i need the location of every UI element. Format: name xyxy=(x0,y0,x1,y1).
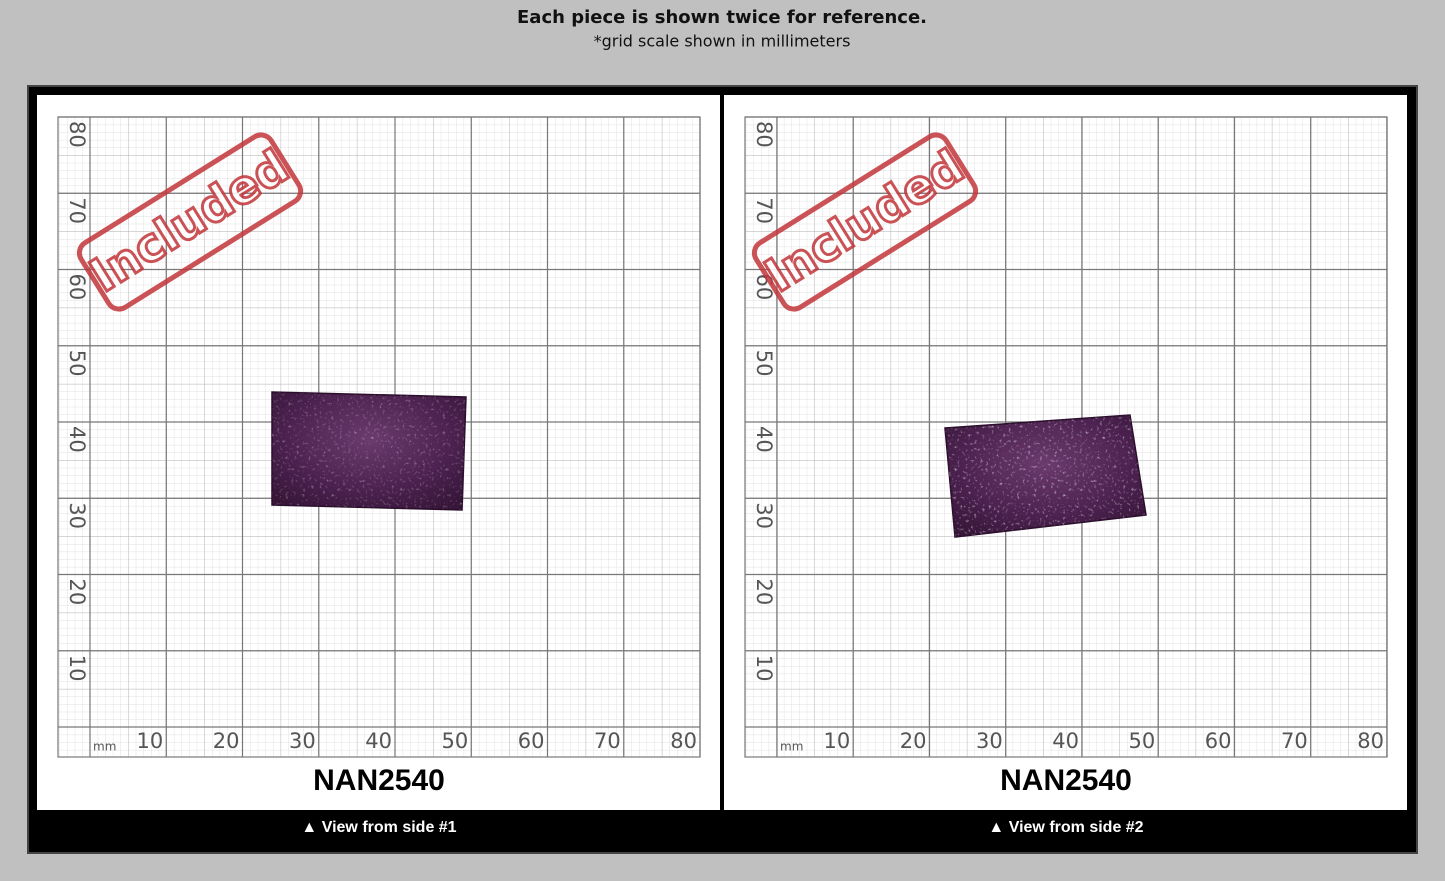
unit-label: mm xyxy=(780,740,803,754)
caption: ▲ View from side #1 xyxy=(301,819,456,836)
y-label: 80 xyxy=(65,121,89,148)
stone-speckle xyxy=(272,392,466,510)
y-label: 80 xyxy=(752,121,776,148)
stone-speckle xyxy=(945,415,1146,537)
y-label: 20 xyxy=(65,579,89,606)
y-label: 30 xyxy=(752,502,776,529)
y-label: 70 xyxy=(752,197,776,224)
y-label: 10 xyxy=(752,655,776,682)
x-label: 20 xyxy=(213,729,240,753)
x-label: 10 xyxy=(137,729,164,753)
y-label: 60 xyxy=(65,274,89,301)
x-label: 30 xyxy=(289,729,316,753)
y-label: 30 xyxy=(65,502,89,529)
x-label: 50 xyxy=(442,729,469,753)
x-label: 30 xyxy=(976,729,1003,753)
product-code: NAN2540 xyxy=(313,764,445,797)
x-label: 40 xyxy=(365,729,392,753)
x-label: 70 xyxy=(594,729,621,753)
panels: 10 20 30 40 50 60 70 801020304050607080mmInclud… xyxy=(37,95,1407,836)
x-label: 40 xyxy=(1052,729,1079,753)
x-label: 80 xyxy=(670,729,697,753)
y-label: 70 xyxy=(65,197,89,224)
subtitle: *grid scale shown in millimeters xyxy=(594,32,851,51)
y-label: 50 xyxy=(752,350,776,377)
x-label: 70 xyxy=(1281,729,1308,753)
caption: ▲ View from side #2 xyxy=(988,819,1143,836)
y-label: 40 xyxy=(752,426,776,453)
x-label: 60 xyxy=(1205,729,1232,753)
x-label: 60 xyxy=(518,729,545,753)
x-label: 80 xyxy=(1357,729,1384,753)
unit-label: mm xyxy=(93,740,116,754)
y-label: 40 xyxy=(65,426,89,453)
title: Each piece is shown twice for reference. xyxy=(517,7,927,28)
x-label: 20 xyxy=(900,729,927,753)
stamp-border xyxy=(76,132,304,312)
y-label: 50 xyxy=(65,350,89,377)
product-code: NAN2540 xyxy=(1000,764,1132,797)
y-label: 10 xyxy=(65,655,89,682)
x-label: 10 xyxy=(824,729,851,753)
panel: 10 20 30 40 50 60 70 801020304050607080mmInclud… xyxy=(724,95,1407,836)
stamp-border xyxy=(751,132,979,312)
x-label: 50 xyxy=(1129,729,1156,753)
y-label: 20 xyxy=(752,579,776,606)
panel: 10 20 30 40 50 60 70 801020304050607080mmInclud… xyxy=(37,95,720,836)
